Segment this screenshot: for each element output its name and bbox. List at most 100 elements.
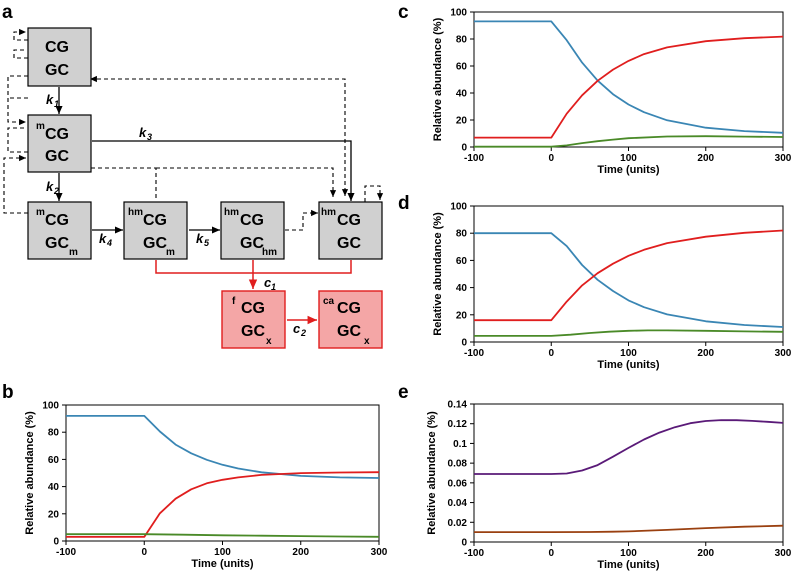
x-tick-label: 300: [775, 348, 792, 359]
x-tick-label: 300: [775, 548, 792, 559]
x-tick-label: 300: [775, 153, 792, 164]
box-sup-label: m: [36, 207, 45, 218]
x-tick-label: 0: [548, 348, 554, 359]
box-cacg-gcx: ca CG GC x: [318, 290, 383, 349]
plot-area: [473, 11, 784, 148]
y-tick-label: 40: [456, 89, 468, 100]
box-bottom-label: GC: [337, 323, 361, 340]
y-tick-label: 100: [450, 202, 467, 213]
x-tick-label: 0: [548, 548, 554, 559]
svg-text:1: 1: [54, 99, 59, 109]
y-tick-label: 40: [456, 283, 468, 294]
y-tick-label: 60: [456, 62, 468, 73]
svg-text:2: 2: [300, 328, 306, 338]
y-tick-label: 0: [53, 537, 59, 548]
box-sup-label: ca: [323, 296, 335, 307]
y-axis-title: Relative abundance (%): [24, 411, 36, 535]
svg-text:c: c: [293, 321, 301, 336]
panel-letter-c: c: [398, 2, 409, 23]
x-tick-label: -100: [56, 547, 76, 558]
box-sup-label: m: [36, 121, 45, 132]
box-top-label: CG: [240, 212, 264, 229]
panel-letter-a: a: [2, 2, 13, 23]
y-tick-label: 0.1: [453, 439, 467, 450]
box-bottom-label: GC: [45, 235, 69, 252]
y-tick-label: 0.12: [448, 419, 468, 430]
box-sub-label: m: [166, 247, 175, 258]
svg-text:k: k: [99, 231, 107, 246]
series-line-red: [66, 471, 380, 538]
box-sup-label: hm: [224, 207, 239, 218]
box-sub-label: x: [364, 336, 370, 347]
y-tick-label: 20: [48, 509, 60, 520]
x-tick-label: 0: [141, 547, 147, 558]
box-sub-label: m: [69, 247, 78, 258]
y-tick-label: 0.14: [448, 400, 468, 411]
svg-text:k: k: [196, 231, 204, 246]
box-top-label: CG: [45, 39, 69, 56]
box-mcg-gcm: m CG GC m: [27, 201, 92, 260]
y-tick-label: 80: [456, 35, 468, 46]
plot-area: [473, 205, 784, 343]
x-axis-title: Time (units): [191, 558, 253, 570]
x-tick-label: 200: [697, 348, 714, 359]
svg-text:k: k: [46, 179, 54, 194]
solid-reaction-arrows: [55, 87, 355, 234]
box-sup-label: hm: [128, 207, 143, 218]
panel-letter-b: b: [2, 382, 14, 403]
x-tick-label: -100: [464, 348, 484, 359]
series-line-red: [474, 35, 784, 139]
box-bottom-label: GC: [241, 323, 265, 340]
box-bottom-label: GC: [45, 148, 69, 165]
y-tick-label: 60: [48, 455, 60, 466]
x-tick-label: 300: [371, 547, 388, 558]
series-line-red: [474, 229, 784, 322]
series-line-green: [474, 329, 784, 337]
y-axis-title: Relative abundance (%): [432, 17, 444, 141]
series-line-purple: [474, 419, 784, 475]
box-cg-gc: CG GC: [27, 27, 92, 87]
box-top-label: CG: [241, 300, 265, 317]
box-bottom-label: GC: [337, 235, 361, 252]
series-line-blue: [66, 415, 380, 479]
y-tick-label: 0: [461, 338, 467, 349]
svg-text:5: 5: [204, 238, 210, 248]
series-line-green: [66, 533, 380, 538]
box-top-label: CG: [45, 126, 69, 143]
y-tick-label: 100: [42, 401, 59, 412]
svg-text:c: c: [264, 275, 272, 290]
y-tick-label: 80: [48, 428, 60, 439]
x-axis-title: Time (units): [597, 559, 659, 571]
box-sub-label: x: [266, 336, 272, 347]
svg-text:k: k: [139, 125, 147, 140]
box-hmcg-gcm: hm CG GC m: [123, 201, 188, 260]
box-top-label: CG: [337, 300, 361, 317]
y-tick-label: 40: [48, 482, 60, 493]
panel-a-diagram: a: [2, 2, 384, 349]
box-mcg-gc: m CG GC: [27, 114, 92, 173]
x-tick-label: -100: [464, 548, 484, 559]
x-tick-label: -100: [464, 153, 484, 164]
svg-text:3: 3: [147, 132, 152, 142]
x-axis-title: Time (units): [597, 359, 659, 371]
y-tick-label: 0: [461, 143, 467, 154]
series-line-blue: [474, 232, 784, 328]
box-top-label: CG: [337, 212, 361, 229]
box-sub-label: hm: [262, 247, 277, 258]
y-tick-label: 0.06: [448, 478, 468, 489]
x-tick-label: 200: [697, 153, 714, 164]
red-conversion-arrows: [155, 260, 352, 325]
y-tick-label: 100: [450, 8, 467, 19]
x-tick-label: 200: [292, 547, 309, 558]
series-line-brown: [474, 524, 784, 533]
box-bottom-label: GC: [45, 62, 69, 79]
series-line-blue: [474, 20, 784, 134]
box-hmcg-gchm: hm CG GC hm: [220, 201, 285, 260]
y-tick-label: 20: [456, 116, 468, 127]
